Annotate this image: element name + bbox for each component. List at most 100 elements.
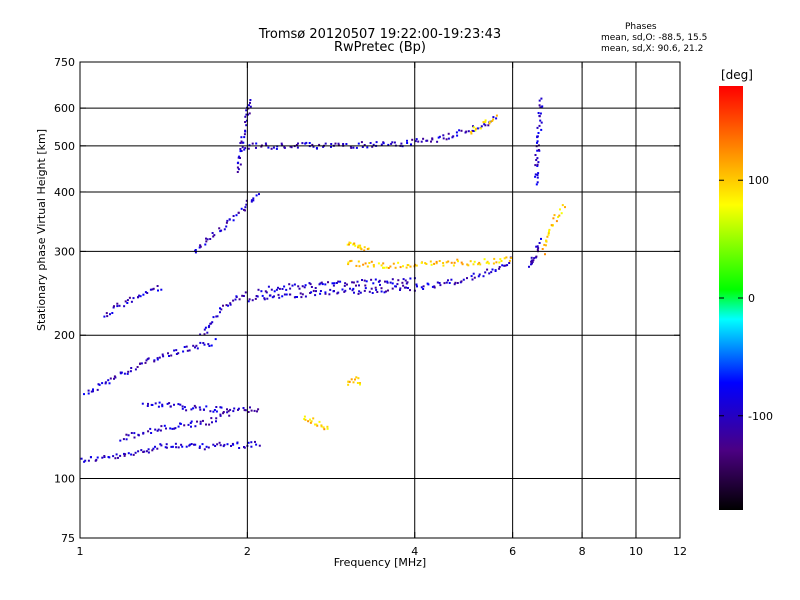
data-point [199, 245, 202, 248]
data-point [122, 438, 125, 441]
data-point [96, 388, 99, 391]
data-point [537, 172, 540, 175]
data-point [218, 441, 221, 444]
data-point [180, 443, 183, 446]
data-point [534, 164, 537, 167]
data-point [484, 271, 487, 274]
data-point [249, 99, 252, 101]
data-point [199, 244, 202, 247]
data-point [273, 290, 276, 293]
data-point [452, 135, 455, 138]
data-point [283, 285, 286, 288]
data-point [236, 166, 239, 169]
data-point [465, 130, 468, 133]
data-point [160, 425, 163, 428]
data-point [346, 283, 348, 286]
data-point [237, 156, 240, 159]
data-point [429, 260, 432, 263]
data-point [281, 295, 284, 298]
data-point [430, 263, 433, 266]
data-point [476, 127, 479, 130]
data-point [537, 149, 540, 151]
colorbar-tick-label: 100 [748, 174, 769, 187]
data-point [126, 299, 129, 302]
data-point [207, 343, 210, 346]
data-point [203, 343, 206, 346]
data-point [288, 293, 291, 296]
data-point [420, 261, 423, 264]
data-point [116, 302, 119, 305]
data-point [345, 143, 348, 145]
data-point [278, 287, 281, 290]
data-point [358, 290, 361, 293]
data-point [92, 388, 94, 391]
data-point [552, 224, 554, 227]
data-point [170, 354, 173, 357]
data-point [324, 283, 327, 286]
data-point [244, 147, 247, 150]
data-point [339, 280, 342, 283]
data-point [456, 258, 459, 261]
data-point [404, 279, 407, 282]
data-point [109, 313, 111, 316]
colorbar: -100 0 100 [719, 86, 773, 510]
data-point [447, 137, 450, 140]
data-point [211, 232, 214, 234]
data-point [341, 288, 344, 291]
data-point [216, 443, 219, 446]
data-point [218, 227, 221, 230]
data-point [167, 352, 169, 355]
data-point [383, 266, 386, 269]
data-point [471, 129, 474, 132]
data-point [127, 452, 130, 455]
data-point [433, 262, 436, 265]
data-point [479, 263, 482, 266]
data-point [144, 291, 147, 294]
data-point [293, 283, 296, 286]
data-point [250, 199, 253, 202]
data-point [366, 146, 369, 149]
data-point [220, 308, 223, 311]
data-point [281, 288, 284, 290]
data-point [380, 290, 383, 293]
data-point [248, 144, 251, 147]
data-point [177, 446, 180, 449]
data-point [244, 129, 247, 132]
data-point [318, 143, 321, 146]
data-point [536, 176, 539, 179]
data-point [337, 291, 340, 294]
data-point [431, 285, 434, 288]
data-point [205, 445, 208, 448]
data-point [87, 389, 90, 392]
data-point [389, 281, 392, 284]
data-point [211, 421, 213, 424]
data-point [194, 425, 197, 428]
data-point [310, 420, 313, 423]
data-point [422, 288, 425, 290]
data-point [361, 146, 364, 148]
data-point [536, 126, 539, 129]
data-point [349, 145, 352, 148]
data-point [393, 141, 396, 144]
data-point [275, 147, 278, 150]
data-point [387, 143, 390, 146]
data-point [240, 136, 243, 139]
data-point [337, 142, 340, 145]
data-point [508, 259, 511, 262]
data-point [113, 377, 115, 380]
data-point [493, 257, 496, 260]
data-point [447, 132, 450, 135]
data-point [458, 129, 461, 132]
data-point [285, 293, 288, 296]
data-point [127, 434, 130, 437]
data-point [149, 288, 152, 291]
data-point [124, 300, 127, 303]
data-point [219, 406, 222, 409]
data-point [358, 284, 360, 287]
data-point [473, 130, 476, 132]
data-point [270, 288, 273, 291]
data-point [247, 300, 250, 303]
data-point [147, 430, 150, 433]
data-point [211, 321, 214, 324]
data-point [213, 409, 216, 411]
